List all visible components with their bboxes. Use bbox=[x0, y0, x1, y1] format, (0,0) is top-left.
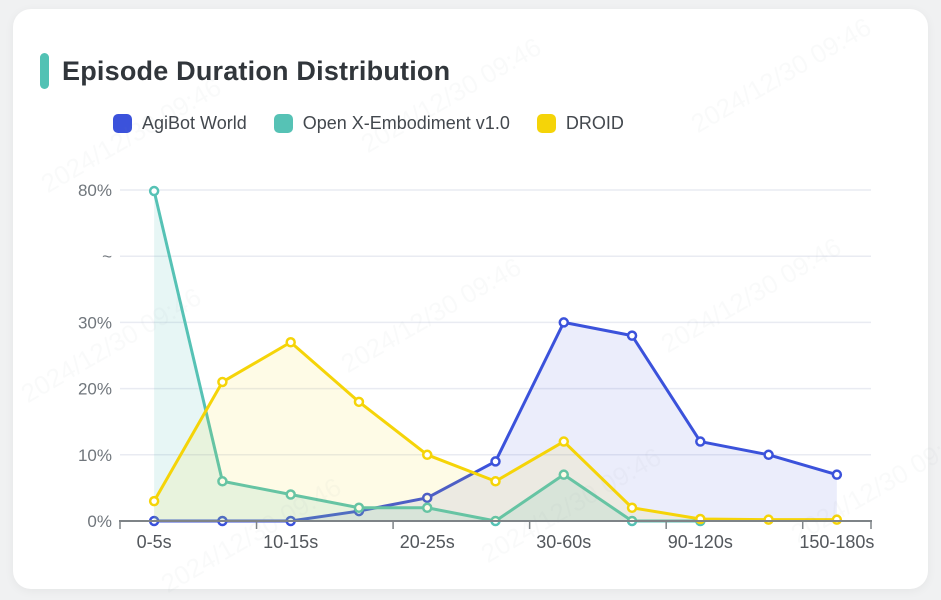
data-point-marker bbox=[217, 476, 228, 487]
series-area-1 bbox=[154, 191, 701, 521]
data-point-marker bbox=[558, 469, 570, 480]
legend-marker-droid bbox=[536, 114, 556, 133]
x-axis-label: 0-5s bbox=[137, 532, 172, 552]
legend-item-agibot-world[interactable]: AgiBot World bbox=[113, 113, 247, 134]
x-axis-label: 150-180s bbox=[799, 532, 874, 552]
data-point-marker bbox=[285, 337, 296, 348]
legend-marker-agibot-world bbox=[113, 114, 132, 133]
y-axis-label: 10% bbox=[78, 446, 112, 465]
y-axis-label: 20% bbox=[78, 380, 112, 399]
data-point-marker bbox=[558, 317, 570, 328]
data-point-marker bbox=[626, 502, 638, 514]
page-title: Episode Duration Distribution bbox=[62, 55, 451, 86]
data-point-marker bbox=[353, 502, 365, 514]
x-axis-label: 30-60s bbox=[536, 532, 591, 552]
card-header: Episode Duration Distribution bbox=[40, 53, 450, 89]
data-point-marker bbox=[831, 469, 843, 480]
chart-legend: AgiBot World Open X-Embodiment v1.0 DROI… bbox=[113, 113, 624, 134]
data-point-marker bbox=[763, 514, 774, 525]
data-point-marker bbox=[148, 185, 160, 197]
data-point-marker bbox=[421, 492, 433, 504]
y-axis-label: ~ bbox=[102, 247, 112, 266]
data-point-marker bbox=[353, 396, 365, 408]
series-area-0 bbox=[154, 322, 837, 521]
data-point-marker bbox=[421, 502, 433, 514]
legend-item-droid[interactable]: DROID bbox=[536, 113, 624, 134]
data-point-marker bbox=[148, 495, 160, 507]
data-point-marker bbox=[217, 376, 228, 388]
y-axis-label: 0% bbox=[87, 512, 112, 531]
data-point-marker bbox=[695, 436, 706, 447]
title-accent-bar bbox=[40, 53, 49, 89]
x-axis-label: 90-120s bbox=[668, 532, 733, 552]
data-point-marker bbox=[490, 476, 501, 487]
legend-label: Open X-Embodiment v1.0 bbox=[302, 113, 510, 133]
chart-card: Episode Duration Distribution AgiBot Wor… bbox=[13, 9, 928, 589]
data-point-marker bbox=[626, 330, 638, 341]
data-point-marker bbox=[285, 489, 296, 500]
data-point-marker bbox=[558, 436, 570, 447]
data-point-marker bbox=[763, 449, 774, 461]
y-axis-label: 30% bbox=[78, 313, 112, 332]
legend-marker-open-x-embodiment bbox=[273, 114, 293, 133]
legend-label: AgiBot World bbox=[142, 113, 247, 133]
legend-label: DROID bbox=[565, 113, 624, 133]
data-point-marker bbox=[421, 449, 433, 461]
data-point-marker bbox=[490, 456, 501, 467]
y-axis-label: 80% bbox=[78, 181, 112, 200]
x-axis-label: 20-25s bbox=[400, 532, 455, 552]
legend-item-open-x-embodiment[interactable]: Open X-Embodiment v1.0 bbox=[273, 113, 510, 134]
data-point-marker bbox=[831, 514, 843, 525]
series-area-2 bbox=[154, 342, 837, 521]
x-axis-label: 10-15s bbox=[263, 532, 318, 552]
